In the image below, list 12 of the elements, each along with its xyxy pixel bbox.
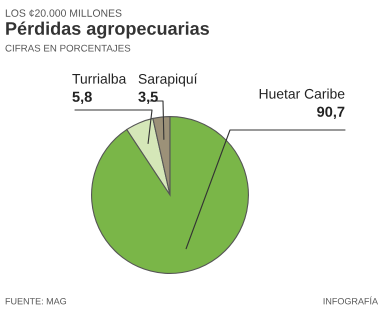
source-note: FUENTE: MAG [6, 298, 66, 304]
text: INFOGRAFÍA [324, 296, 378, 304]
pie-slice [91, 116, 249, 274]
slice-label: Huetar Caribe [260, 88, 344, 99]
data-label: 5,8 [72, 92, 92, 104]
slice-label: Turrialba [72, 74, 126, 84]
data-label: 3,5 [138, 92, 158, 104]
text: LOS ¢20.000 MILLONES [6, 9, 122, 17]
chart-subtitle: CIFRAS EN PORCENTAJES [5, 44, 130, 52]
slice-label: Sarapiquí [138, 73, 198, 87]
data-label: 90,7 [317, 106, 344, 120]
chart-title: Pérdidas agropecuarias [6, 21, 209, 39]
